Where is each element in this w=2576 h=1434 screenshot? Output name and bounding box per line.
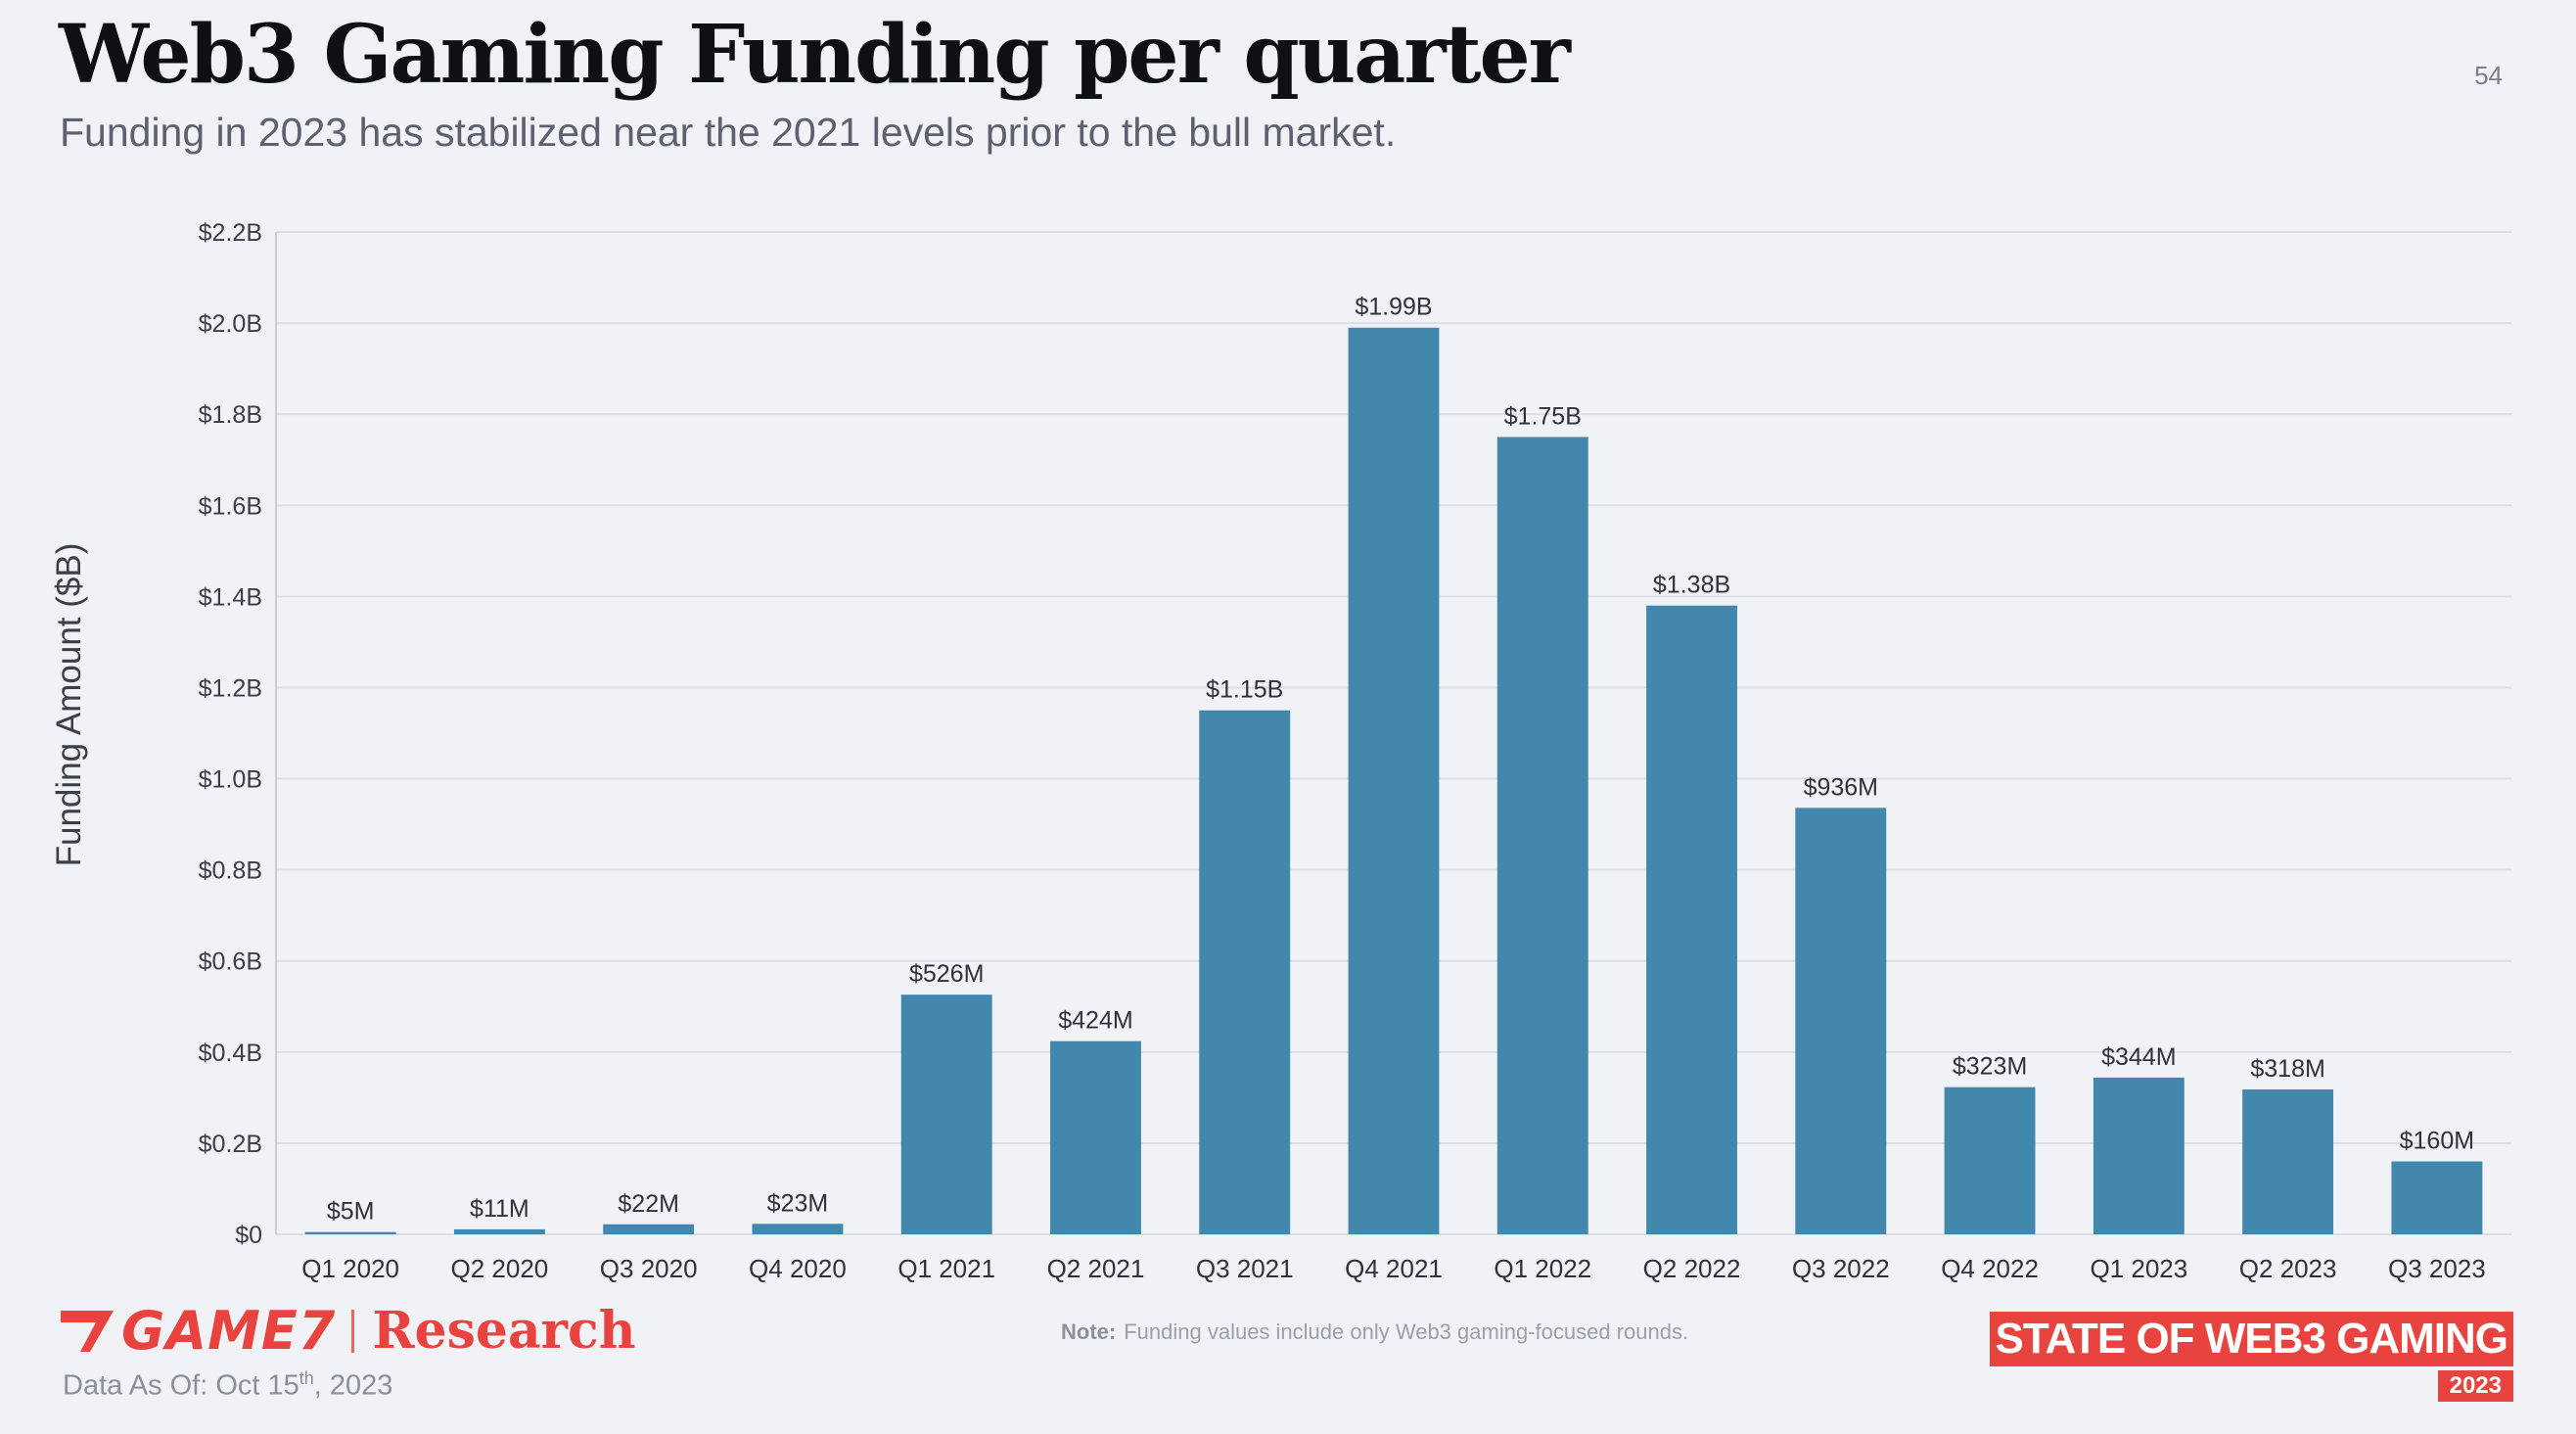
y-tick-label: $2.0B bbox=[199, 310, 262, 338]
bar-q4-2020 bbox=[752, 1224, 844, 1234]
y-tick-label: $1.0B bbox=[199, 766, 262, 794]
x-tick-label: Q2 2023 bbox=[2239, 1254, 2337, 1283]
bar-q2-2023 bbox=[2242, 1088, 2334, 1234]
page-number: 54 bbox=[2474, 61, 2503, 90]
bar-data-label: $1.99B bbox=[1355, 294, 1432, 321]
bar-data-label: $526M bbox=[909, 960, 984, 988]
bar-q1-2023 bbox=[2093, 1077, 2185, 1234]
game7-research-logo: GAME7 Research bbox=[61, 1300, 636, 1362]
x-tick-label: Q2 2021 bbox=[1047, 1254, 1145, 1283]
bar-q3-2022 bbox=[1795, 808, 1887, 1234]
logo-divider bbox=[351, 1309, 355, 1353]
bar-q2-2022 bbox=[1646, 605, 1737, 1234]
x-tick-label: Q1 2021 bbox=[897, 1254, 995, 1283]
x-axis-tick-labels: Q1 2020 Q2 2020 Q3 2020 Q4 2020 Q1 2021 Q2 20… bbox=[301, 1254, 2485, 1283]
bar-q3-2020 bbox=[603, 1224, 695, 1234]
bar-data-label: $23M bbox=[767, 1189, 829, 1217]
y-tick-label: $2.2B bbox=[199, 219, 262, 247]
page-subtitle: Funding in 2023 has stabilized near the … bbox=[60, 110, 1397, 155]
bar-data-label: $323M bbox=[1953, 1053, 2027, 1081]
x-tick-label: Q4 2022 bbox=[1941, 1254, 2039, 1283]
game7-mark-icon bbox=[61, 1310, 114, 1352]
y-tick-label: $1.8B bbox=[199, 401, 262, 429]
x-tick-label: Q1 2022 bbox=[1494, 1254, 1591, 1283]
bar-q4-2022 bbox=[1944, 1087, 2036, 1234]
y-tick-label: $0.4B bbox=[199, 1040, 262, 1067]
badge-text: STATE OF WEB3 GAMING bbox=[1989, 1312, 2513, 1366]
note-label: Note: bbox=[1061, 1319, 1117, 1344]
bar-data-labels: $5M $11M $22M $23M $526M $424M $1.15B $1.99B $1.… bbox=[327, 294, 2474, 1226]
y-tick-label: $0.8B bbox=[199, 857, 262, 885]
state-of-web3-gaming-badge: STATE OF WEB3 GAMING 2023 bbox=[1989, 1312, 2513, 1402]
bar-data-label: $11M bbox=[470, 1195, 529, 1223]
footnote: Note: Funding values include only Web3 ga… bbox=[1061, 1319, 1688, 1345]
badge-year: 2023 bbox=[2437, 1370, 2513, 1402]
x-tick-label: Q2 2020 bbox=[451, 1254, 549, 1283]
bar-data-label: $318M bbox=[2250, 1055, 2324, 1083]
y-tick-label: $1.4B bbox=[199, 583, 262, 611]
y-tick-label: $0 bbox=[235, 1222, 262, 1249]
y-axis-tick-labels: $0 $0.2B $0.4B $0.6B $0.8B $1.0B $1.2B $1.4B $1.… bbox=[199, 219, 262, 1249]
x-tick-label: Q4 2020 bbox=[749, 1254, 847, 1283]
y-tick-label: $0.2B bbox=[199, 1131, 262, 1158]
x-tick-label: Q2 2022 bbox=[1643, 1254, 1741, 1283]
x-tick-label: Q1 2020 bbox=[301, 1254, 399, 1283]
bar-data-label: $1.75B bbox=[1504, 402, 1582, 430]
y-axis-title: Funding Amount ($B) bbox=[50, 543, 88, 867]
bar-data-label: $160M bbox=[2400, 1128, 2474, 1155]
bar-q2-2021 bbox=[1050, 1041, 1141, 1234]
bar-data-label: $424M bbox=[1058, 1007, 1132, 1035]
bar-data-label: $5M bbox=[327, 1198, 375, 1226]
x-tick-label: Q1 2023 bbox=[2090, 1254, 2187, 1283]
x-tick-label: Q3 2021 bbox=[1196, 1254, 1294, 1283]
bar-q2-2020 bbox=[453, 1228, 545, 1234]
logo-research-text: Research bbox=[372, 1301, 636, 1361]
logo-wordmark: GAME7 bbox=[121, 1300, 337, 1362]
funding-bar-chart: $0 $0.2B $0.4B $0.6B $0.8B $1.0B $1.2B $1.4B $1.… bbox=[50, 219, 2511, 1283]
chart-bars bbox=[304, 327, 2483, 1234]
y-tick-label: $1.6B bbox=[199, 492, 262, 520]
x-tick-label: Q3 2022 bbox=[1792, 1254, 1890, 1283]
bar-q4-2021 bbox=[1348, 327, 1440, 1234]
bar-data-label: $1.38B bbox=[1653, 572, 1730, 599]
note-text: Funding values include only Web3 gaming-… bbox=[1124, 1319, 1689, 1344]
bar-data-label: $22M bbox=[618, 1190, 679, 1218]
bar-data-label: $936M bbox=[1804, 773, 1878, 801]
x-tick-label: Q3 2020 bbox=[600, 1254, 698, 1283]
x-tick-label: Q3 2023 bbox=[2388, 1254, 2486, 1283]
page-title: Web3 Gaming Funding per quarter bbox=[59, 8, 1571, 102]
bar-data-label: $344M bbox=[2101, 1043, 2176, 1071]
bar-data-label: $1.15B bbox=[1206, 676, 1283, 704]
y-tick-label: $1.2B bbox=[199, 674, 262, 702]
x-tick-label: Q4 2021 bbox=[1345, 1254, 1443, 1283]
data-as-of-date: Data As Of: Oct 15th, 2023 bbox=[63, 1368, 393, 1402]
bar-q3-2021 bbox=[1199, 710, 1291, 1234]
y-tick-label: $0.6B bbox=[199, 948, 262, 976]
bar-q1-2022 bbox=[1496, 437, 1588, 1234]
bar-q1-2020 bbox=[304, 1231, 396, 1234]
bar-q3-2023 bbox=[2391, 1161, 2483, 1234]
bar-q1-2021 bbox=[900, 995, 992, 1234]
